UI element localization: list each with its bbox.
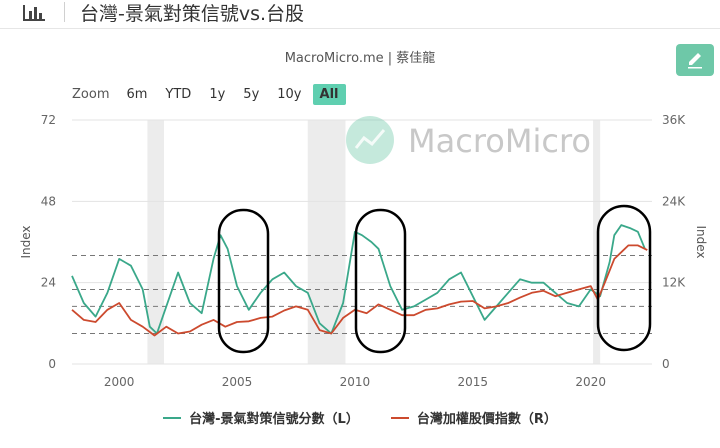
series-line-0 bbox=[71, 224, 646, 335]
right-tick-label-1: 12K bbox=[662, 276, 686, 290]
watermark-text: MacroMicro bbox=[408, 122, 591, 160]
left-tick-label-1: 24 bbox=[41, 276, 56, 290]
right-tick-label-2: 24K bbox=[662, 194, 686, 208]
zoom-all-button[interactable]: All bbox=[312, 83, 346, 105]
right-tick-label-3: 36K bbox=[662, 113, 686, 127]
right-axis-title: Index bbox=[694, 225, 708, 258]
series-lines bbox=[71, 224, 648, 337]
zoom-5y-button[interactable]: 5y bbox=[243, 86, 260, 102]
zoom-1y-button[interactable]: 1y bbox=[209, 86, 226, 102]
zoom-controls: Zoom 6m YTD 1y 5y 10y All bbox=[72, 82, 350, 106]
shaded-range-2 bbox=[593, 120, 601, 364]
legend-item-signal-score[interactable]: 台灣-景氣對策信號分數（L） bbox=[163, 408, 359, 427]
chart-legend: 台灣-景氣對策信號分數（L） 台灣加權股價指數（R） bbox=[0, 408, 720, 427]
left-tick-label-0: 0 bbox=[48, 357, 56, 371]
axis-ticks: 0 24 48 72 0 12K 24K 36K 2000 2005 2010 2015 2020 bbox=[41, 113, 687, 389]
bar-chart-icon[interactable] bbox=[22, 3, 46, 23]
header-bar: 台灣-景氣對策信號vs.台股 bbox=[0, 0, 720, 29]
edit-button[interactable] bbox=[676, 44, 714, 76]
chart-grid bbox=[72, 119, 652, 365]
right-tick-label-0: 0 bbox=[662, 357, 670, 371]
x-tick-label-2: 2010 bbox=[340, 375, 371, 389]
macromicro-logo-icon bbox=[346, 116, 394, 164]
page-title: 台灣-景氣對策信號vs.台股 bbox=[80, 3, 305, 25]
left-tick-label-3: 72 bbox=[41, 113, 56, 127]
legend-swatch-signal-score bbox=[163, 416, 182, 419]
reference-lines bbox=[72, 255, 652, 334]
watermark: MacroMicro bbox=[346, 116, 591, 164]
x-tick-label-4: 2020 bbox=[575, 375, 606, 389]
x-tick-label-0: 2000 bbox=[104, 375, 135, 389]
zoom-10y-button[interactable]: 10y bbox=[277, 86, 302, 102]
annotation-ellipses bbox=[217, 204, 652, 354]
pencil-icon bbox=[688, 53, 702, 69]
x-tick-label-3: 2015 bbox=[458, 375, 489, 389]
legend-swatch-taiex bbox=[390, 416, 409, 419]
x-tick-label-1: 2005 bbox=[222, 375, 253, 389]
left-axis-title: Index bbox=[19, 225, 33, 258]
annotation-ellipse-2005 bbox=[217, 208, 270, 354]
zoom-ytd-button[interactable]: YTD bbox=[165, 86, 192, 102]
chart-source: MacroMicro.me | 蔡佳龍 bbox=[284, 51, 436, 66]
zoom-6m-button[interactable]: 6m bbox=[126, 86, 148, 102]
annotation-ellipse-2021 bbox=[596, 204, 652, 352]
header-divider bbox=[64, 2, 65, 22]
legend-label-signal-score: 台灣-景氣對策信號分數（L） bbox=[189, 412, 359, 427]
shaded-range-0 bbox=[147, 120, 164, 364]
zoom-label: Zoom bbox=[72, 86, 110, 102]
series-line-1 bbox=[71, 244, 648, 337]
shaded-range-1 bbox=[307, 120, 346, 364]
legend-label-taiex: 台灣加權股價指數（R） bbox=[416, 412, 557, 427]
recession-shading bbox=[147, 120, 601, 364]
left-tick-label-2: 48 bbox=[41, 194, 56, 208]
legend-item-taiex[interactable]: 台灣加權股價指數（R） bbox=[390, 408, 557, 427]
annotation-ellipse-2011 bbox=[354, 208, 407, 354]
